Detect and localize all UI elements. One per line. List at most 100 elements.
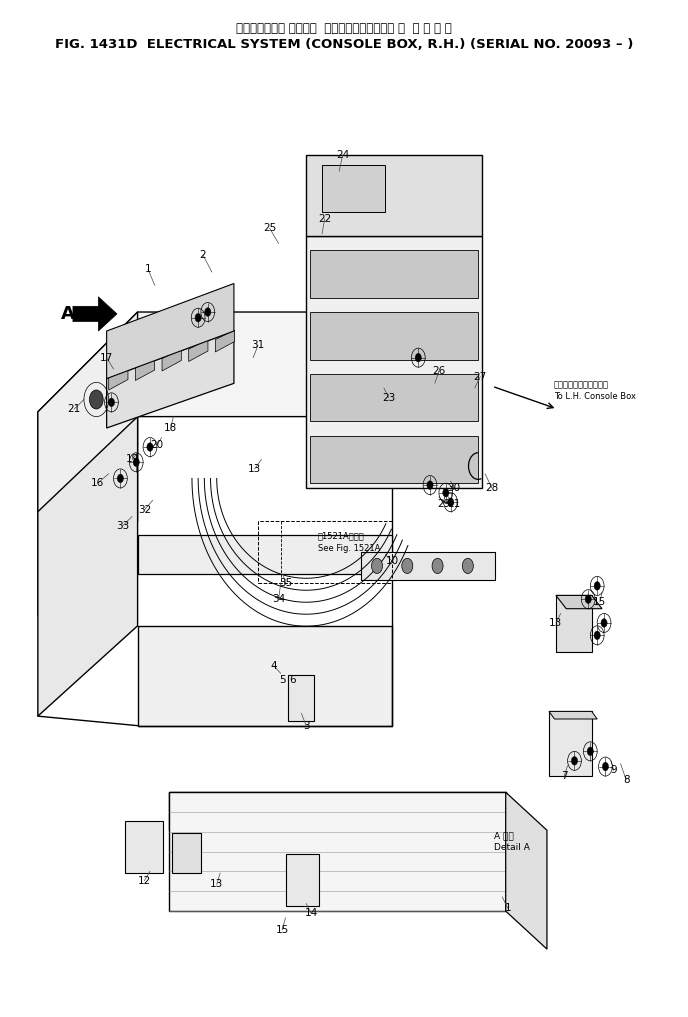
Circle shape (432, 558, 443, 574)
Text: 左コンソールボックスへ
To L.H. Console Box: 左コンソールボックスへ To L.H. Console Box (554, 380, 636, 402)
Text: 1: 1 (504, 903, 511, 913)
Text: 2: 2 (200, 250, 206, 260)
Polygon shape (107, 332, 234, 428)
Polygon shape (361, 551, 495, 580)
Text: FIG. 1431D  ELECTRICAL SYSTEM (CONSOLE BOX, R.H.) (SERIAL NO. 20093 – ): FIG. 1431D ELECTRICAL SYSTEM (CONSOLE BO… (55, 38, 633, 51)
Polygon shape (215, 331, 235, 352)
Text: 17: 17 (100, 353, 114, 363)
Text: 24: 24 (336, 151, 350, 160)
Circle shape (594, 631, 600, 640)
Circle shape (109, 398, 115, 407)
Polygon shape (306, 236, 482, 488)
Circle shape (571, 757, 578, 765)
Text: 23: 23 (382, 393, 396, 403)
Text: 35: 35 (279, 578, 292, 588)
Bar (288, 675, 314, 721)
Bar (258, 521, 392, 583)
Polygon shape (162, 349, 182, 371)
Text: 13: 13 (210, 880, 224, 890)
Circle shape (448, 498, 454, 506)
Text: 15: 15 (275, 925, 289, 935)
Circle shape (402, 558, 413, 574)
Circle shape (587, 747, 594, 756)
Polygon shape (38, 312, 138, 616)
Text: 33: 33 (116, 521, 129, 531)
Text: 28: 28 (485, 483, 499, 493)
Circle shape (427, 481, 433, 489)
Polygon shape (107, 284, 234, 378)
Text: 13: 13 (549, 618, 563, 627)
Circle shape (133, 458, 140, 467)
Text: 21: 21 (67, 404, 81, 414)
Text: 3: 3 (303, 721, 310, 730)
Circle shape (205, 308, 211, 316)
Polygon shape (138, 625, 392, 726)
Polygon shape (310, 312, 478, 360)
Text: 9: 9 (610, 766, 617, 775)
Text: 15: 15 (593, 597, 607, 607)
Polygon shape (310, 250, 478, 298)
Polygon shape (310, 435, 478, 483)
Polygon shape (169, 792, 506, 830)
Circle shape (372, 558, 383, 574)
Text: 22: 22 (318, 214, 332, 224)
Circle shape (89, 390, 103, 409)
Text: A: A (61, 305, 74, 323)
Circle shape (195, 313, 201, 322)
Bar (125, 821, 163, 873)
Circle shape (585, 595, 592, 603)
Circle shape (117, 474, 124, 483)
Polygon shape (506, 792, 547, 949)
Polygon shape (549, 712, 597, 719)
Text: 8: 8 (623, 775, 630, 785)
Polygon shape (169, 792, 506, 911)
Polygon shape (38, 312, 392, 512)
Text: 13: 13 (248, 464, 261, 474)
Text: 20: 20 (150, 440, 164, 451)
Text: 26: 26 (432, 366, 446, 376)
Text: 31: 31 (251, 341, 265, 350)
Text: 29: 29 (437, 499, 451, 510)
Polygon shape (109, 368, 128, 390)
Text: A 詳細
Detail A: A 詳細 Detail A (494, 831, 530, 852)
Text: 7: 7 (561, 771, 568, 781)
Circle shape (443, 488, 449, 497)
Polygon shape (138, 536, 392, 574)
Bar (286, 854, 319, 906)
Polygon shape (322, 165, 385, 213)
Text: 10: 10 (385, 556, 399, 566)
Polygon shape (73, 297, 117, 332)
Text: 18: 18 (164, 423, 178, 433)
Polygon shape (310, 374, 478, 421)
Circle shape (603, 763, 609, 771)
Text: 12: 12 (138, 876, 151, 886)
Circle shape (594, 582, 600, 590)
Circle shape (601, 618, 607, 627)
Text: 32: 32 (138, 504, 151, 515)
Polygon shape (306, 156, 482, 236)
Text: 11: 11 (447, 499, 461, 510)
Text: 25: 25 (263, 224, 277, 233)
Text: エレクトリカル システム  コンソールボックス， 右  適 用 号 機: エレクトリカル システム コンソールボックス， 右 適 用 号 機 (236, 22, 452, 36)
Text: 1: 1 (144, 264, 151, 275)
Polygon shape (136, 359, 155, 380)
Bar (172, 833, 201, 873)
Text: 27: 27 (473, 371, 487, 381)
Text: 第1521A図参照
See Fig. 1521A: 第1521A図参照 See Fig. 1521A (318, 532, 380, 552)
Text: 16: 16 (91, 478, 105, 488)
Text: 19: 19 (125, 455, 139, 465)
Text: 30: 30 (447, 483, 461, 493)
Polygon shape (38, 417, 138, 716)
Circle shape (462, 558, 473, 574)
Polygon shape (556, 595, 602, 609)
Polygon shape (189, 340, 208, 361)
Text: 5: 5 (279, 675, 286, 685)
Circle shape (415, 353, 421, 362)
Text: 14: 14 (304, 908, 318, 918)
Circle shape (147, 442, 153, 452)
Bar (549, 712, 592, 776)
Polygon shape (556, 595, 592, 653)
Text: 4: 4 (270, 661, 277, 671)
Text: 6: 6 (289, 675, 296, 685)
Text: 34: 34 (272, 594, 286, 604)
